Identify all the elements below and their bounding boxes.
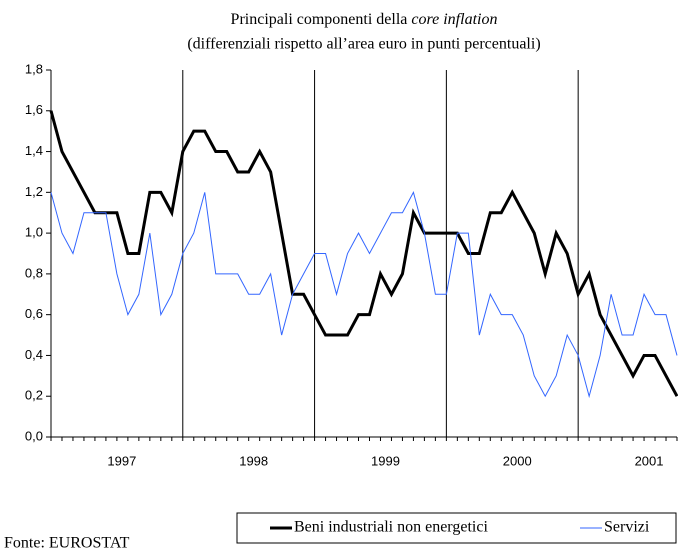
series-line <box>50 190 678 399</box>
x-tick-label: 2000 <box>503 453 532 468</box>
legend-label: Beni industriali non energetici <box>294 519 488 536</box>
chart-subtitle: (differenziali rispetto all’area euro in… <box>187 36 540 53</box>
series-line <box>49 110 678 397</box>
y-tick-label: 0,2 <box>25 388 43 403</box>
x-tick-label: 2001 <box>635 453 664 468</box>
chart-title: Principali componenti della core inflati… <box>231 11 498 28</box>
legend-label: Servizi <box>604 519 650 536</box>
y-tick-label: 0,0 <box>25 428 43 443</box>
x-tick-label: 1998 <box>239 453 268 468</box>
x-tick-label: 1999 <box>371 453 400 468</box>
y-tick-label: 1,4 <box>25 143 43 158</box>
y-tick-label: 1,0 <box>25 225 43 240</box>
y-tick-label: 0,4 <box>25 347 43 362</box>
title-text: Principali componenti della <box>231 11 408 28</box>
y-tick-label: 1,8 <box>25 61 43 76</box>
legend-box <box>236 512 677 544</box>
title-italic: core inflation <box>411 11 497 28</box>
source: Fonte: EUROSTAT <box>4 535 130 552</box>
x-tick-label: 1997 <box>107 453 136 468</box>
y-tick-label: 1,6 <box>25 102 43 117</box>
y-tick-label: 0,8 <box>25 265 43 280</box>
y-tick-label: 0,6 <box>25 306 43 321</box>
y-tick-label: 1,2 <box>25 184 43 199</box>
